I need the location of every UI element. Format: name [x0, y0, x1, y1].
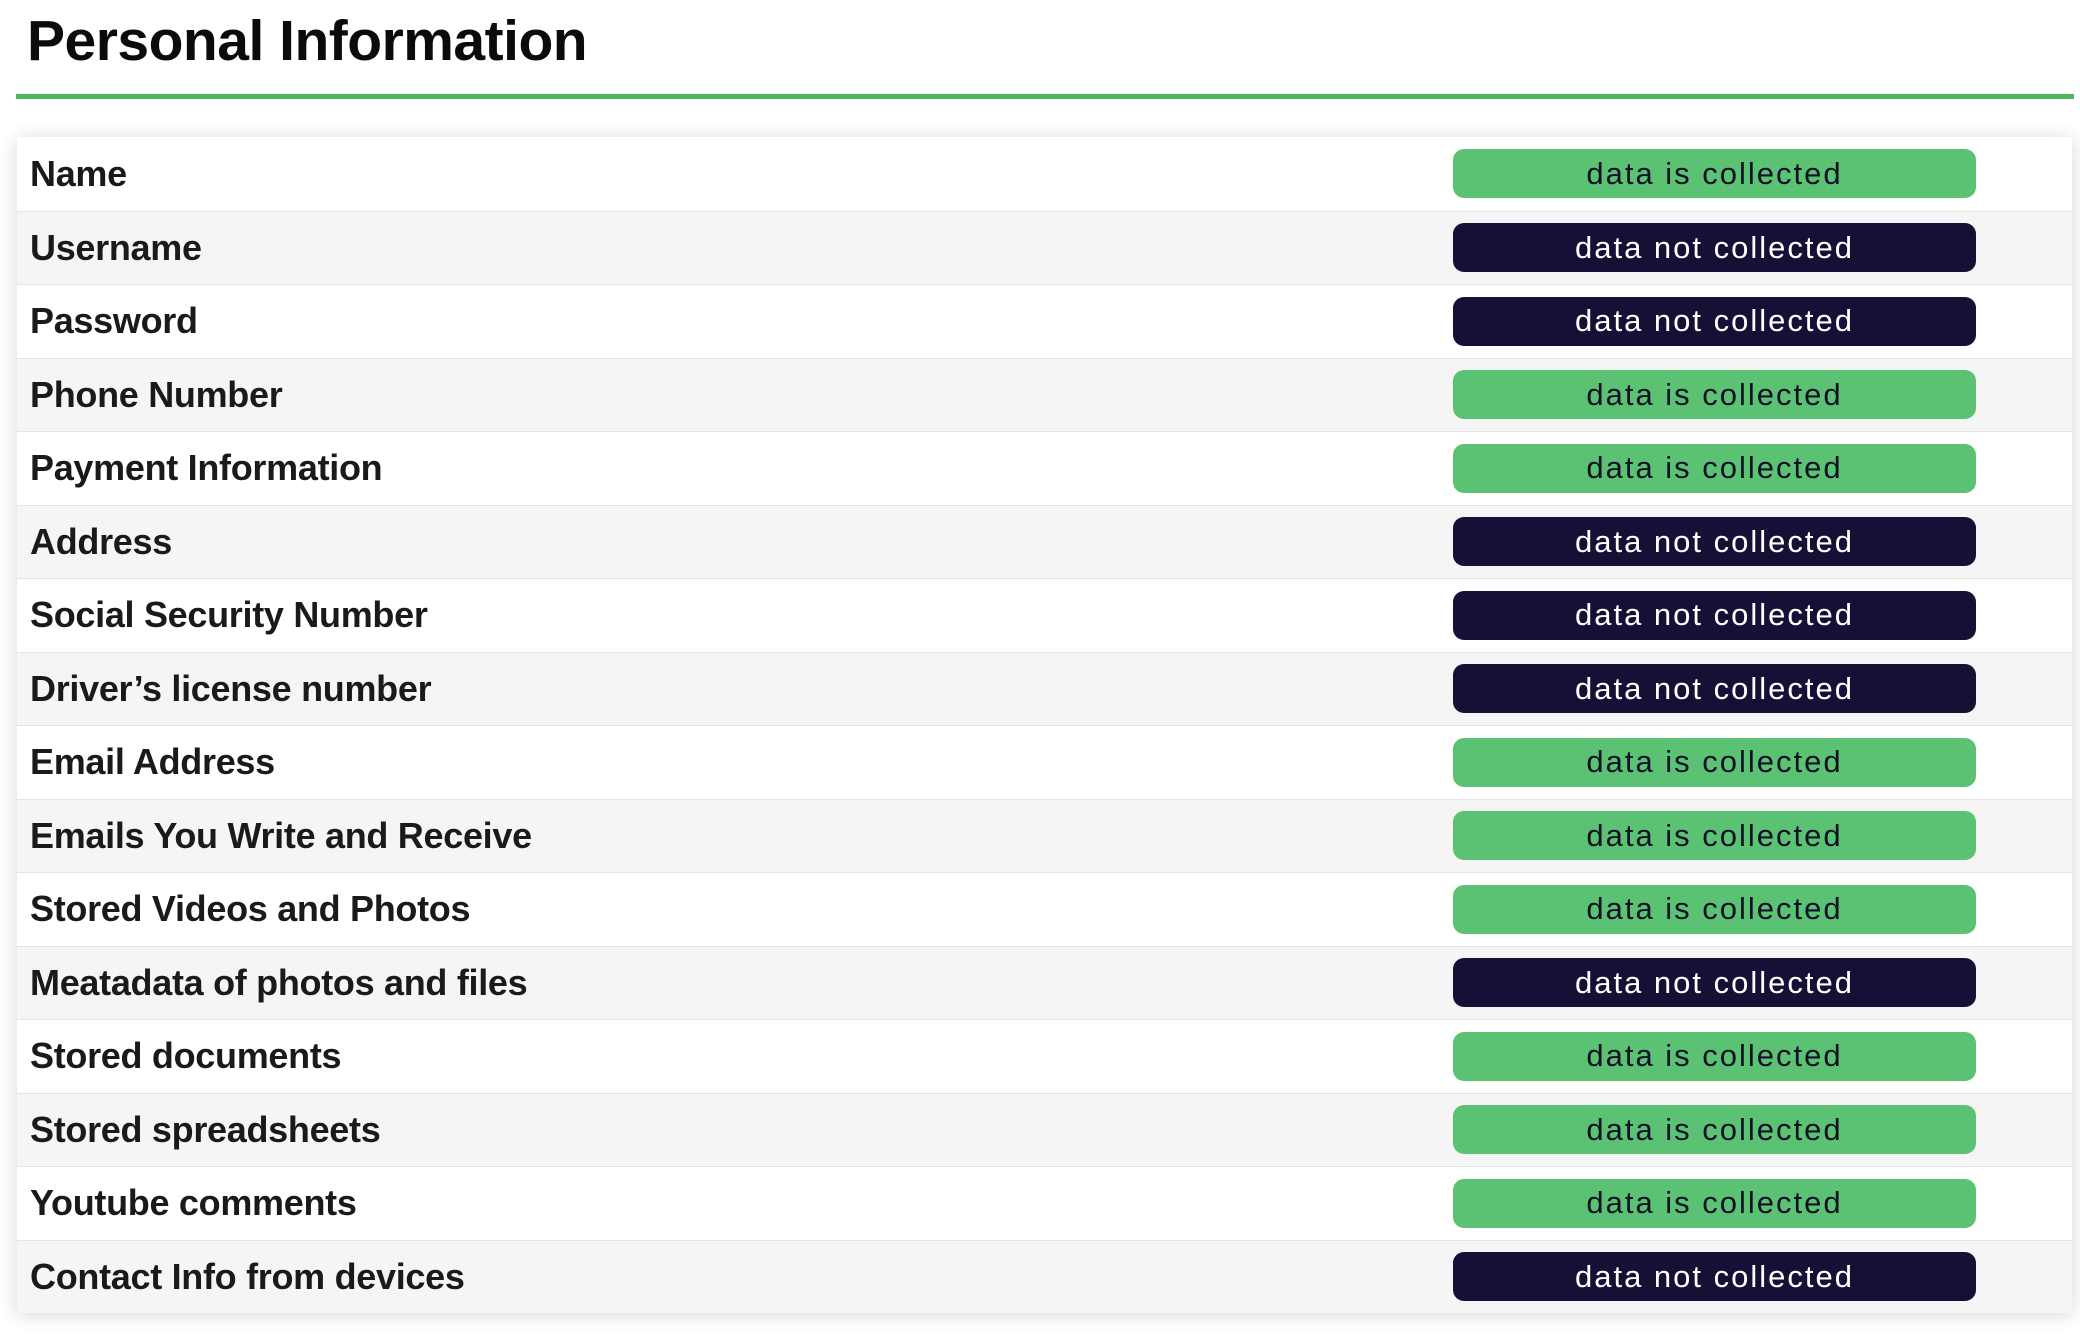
status-badge: data not collected: [1453, 958, 1976, 1008]
table-row: Name data is collected: [17, 137, 2072, 211]
status-badge: data not collected: [1453, 1252, 1976, 1302]
table-row: Password data not collected: [17, 284, 2072, 358]
table-row: Email Address data is collected: [17, 725, 2072, 799]
status-badge: data is collected: [1453, 370, 1976, 420]
status-badge: data is collected: [1453, 884, 1976, 934]
status-badge: data is collected: [1453, 443, 1976, 493]
status-badge: data is collected: [1453, 149, 1976, 199]
row-label: Youtube comments: [30, 1182, 357, 1224]
table-row: Username data not collected: [17, 210, 2072, 284]
status-badge: data is collected: [1453, 1031, 1976, 1081]
table-row: Phone Number data is collected: [17, 357, 2072, 431]
table-row: Stored documents data is collected: [17, 1019, 2072, 1093]
row-label: Contact Info from devices: [30, 1255, 465, 1297]
personal-information-table: Name data is collected Username data not…: [17, 137, 2072, 1313]
row-label: Stored documents: [30, 1035, 342, 1077]
status-badge: data is collected: [1453, 1178, 1976, 1228]
row-label: Username: [30, 226, 202, 268]
row-label: Driver’s license number: [30, 667, 432, 709]
status-badge: data not collected: [1453, 590, 1976, 640]
table-row: Stored Videos and Photos data is collect…: [17, 872, 2072, 946]
row-label: Stored spreadsheets: [30, 1108, 381, 1150]
status-badge: data is collected: [1453, 737, 1976, 787]
status-badge: data not collected: [1453, 664, 1976, 714]
status-badge: data not collected: [1453, 517, 1976, 567]
row-label: Phone Number: [30, 373, 283, 415]
row-label: Social Security Number: [30, 594, 428, 636]
row-label: Address: [30, 520, 172, 562]
status-badge: data is collected: [1453, 811, 1976, 861]
table-row: Driver’s license number data not collect…: [17, 651, 2072, 725]
table-row: Meatadata of photos and files data not c…: [17, 945, 2072, 1019]
table-row: Social Security Number data not collecte…: [17, 578, 2072, 652]
page-title: Personal Information: [27, 9, 588, 73]
row-label: Password: [30, 300, 198, 342]
status-badge: data not collected: [1453, 296, 1976, 346]
table-row: Address data not collected: [17, 504, 2072, 578]
row-label: Stored Videos and Photos: [30, 888, 471, 930]
row-label: Payment Information: [30, 447, 383, 489]
table-row: Emails You Write and Receive data is col…: [17, 798, 2072, 872]
title-underline-divider: [16, 94, 2074, 99]
table-row: Youtube comments data is collected: [17, 1166, 2072, 1240]
status-badge: data not collected: [1453, 223, 1976, 273]
row-label: Meatadata of photos and files: [30, 961, 528, 1003]
table-row: Payment Information data is collected: [17, 431, 2072, 505]
table-row: Contact Info from devices data not colle…: [17, 1239, 2072, 1313]
row-label: Emails You Write and Receive: [30, 814, 532, 856]
status-badge: data is collected: [1453, 1105, 1976, 1155]
row-label: Email Address: [30, 741, 275, 783]
table-row: Stored spreadsheets data is collected: [17, 1092, 2072, 1166]
row-label: Name: [30, 152, 127, 194]
